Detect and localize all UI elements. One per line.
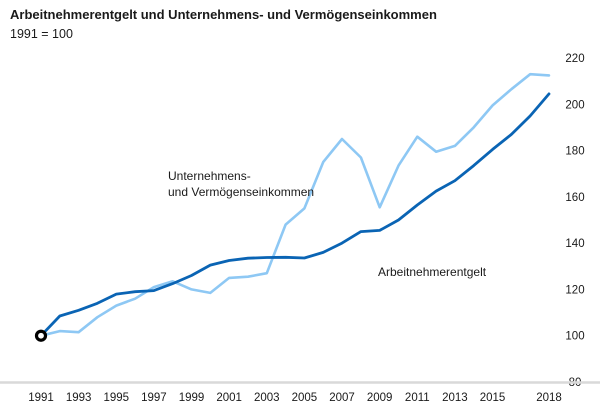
x-axis: 1991 1993 1995 1997 1999 2001 2003 2005 2007 2009… (0, 381, 600, 404)
base-year-marker (34, 329, 48, 342)
y-tick-label: 200 (565, 99, 584, 111)
x-tick-label: 2013 (442, 392, 468, 404)
x-tick-label: 2005 (292, 392, 318, 404)
x-tick-label: 2011 (405, 392, 430, 404)
series-lines (39, 72, 551, 338)
series-label-unternehmenseinkommen: und Vermögenseinkommen (168, 185, 314, 199)
chart-title: Arbeitnehmerentgelt und Unternehmens- un… (10, 7, 437, 22)
x-tick-label: 2007 (329, 392, 355, 404)
series-line-unternehmenseinkommen (39, 72, 551, 338)
x-tick-label: 2015 (480, 392, 506, 404)
markers (34, 329, 48, 342)
x-tick-label: 2001 (216, 392, 242, 404)
y-tick-label: 120 (565, 284, 584, 296)
x-tick-label: 1995 (103, 392, 129, 404)
y-tick-label: 140 (565, 238, 584, 250)
series-line-arbeitnehmerentgelt (39, 92, 551, 338)
x-tick-label: 2018 (536, 392, 562, 404)
chart-header: Arbeitnehmerentgelt und Unternehmens- un… (10, 6, 590, 43)
y-tick-label: 100 (565, 331, 584, 343)
y-axis: 80100120140160180200220 (565, 53, 584, 389)
y-tick-label: 180 (565, 146, 584, 158)
x-tick-label: 1993 (66, 392, 92, 404)
x-tick-label: 1999 (179, 392, 205, 404)
series-label-unternehmenseinkommen: Unternehmens- (168, 169, 251, 183)
chart-subtitle: 1991 = 100 (10, 27, 73, 41)
x-tick-label: 2003 (254, 392, 280, 404)
series-labels: Arbeitnehmerentgelt Unternehmens-und Verm… (168, 169, 487, 279)
y-tick-label: 160 (565, 192, 584, 204)
series-label-arbeitnehmerentgelt: Arbeitnehmerentgelt (378, 265, 487, 279)
y-tick-label: 220 (565, 53, 584, 65)
x-tick-label: 2009 (367, 392, 393, 404)
x-tick-label: 1991 (28, 392, 54, 404)
x-tick-label: 1997 (141, 392, 167, 404)
